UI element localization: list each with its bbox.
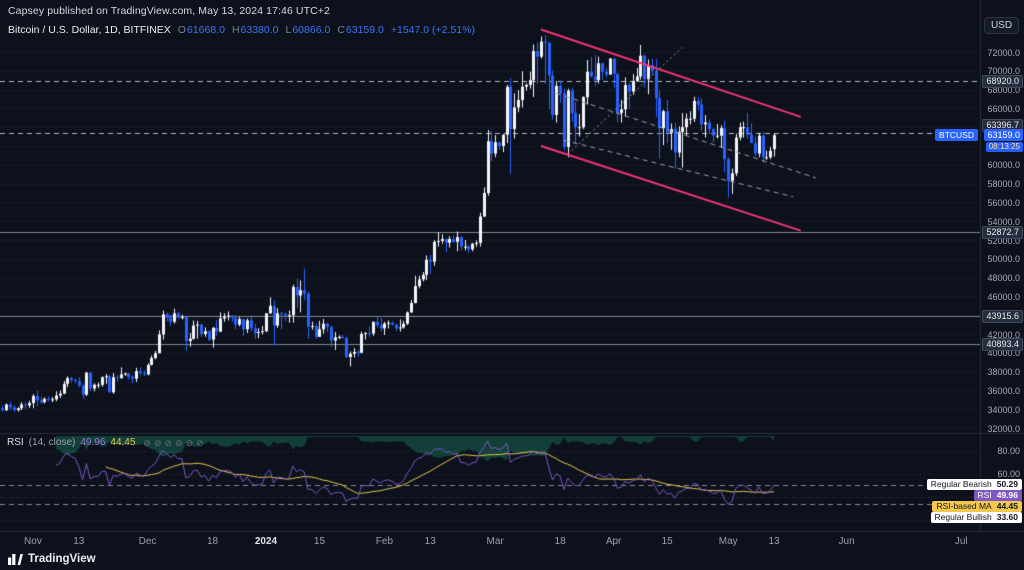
ohlc-high: H63380.0 [232, 24, 279, 36]
rsi-title[interactable]: RSI [7, 437, 24, 448]
ohlc-low: L60866.0 [286, 24, 331, 36]
ohlc-close-key: C [337, 24, 345, 36]
rsi-legend[interactable]: RSI (14, close) 49.96 44.45 ⊘ ⊘ ⊘ ⊘ ⊘ ⊘ [7, 437, 204, 448]
ohlc-low-value: 60866.0 [292, 24, 331, 36]
rsi-params: (14, close) [28, 437, 76, 448]
tradingview-logo[interactable]: TradingView [8, 553, 96, 565]
publish-attribution: Capsey published on TradingView.com, May… [8, 5, 330, 17]
ohlc-close-value: 63159.0 [345, 24, 384, 36]
ohlc-open-key: O [177, 24, 186, 36]
ohlc-high-key: H [231, 24, 240, 36]
rsi-status-icon[interactable]: ⊘ [164, 437, 173, 448]
change-value: +1547.0 (+2.51%) [390, 24, 475, 36]
ohlc-high-value: 63380.0 [240, 24, 279, 36]
rsi-status-icon[interactable]: ⊘ [175, 437, 183, 448]
rsi-status-icon[interactable]: ⊘ [185, 437, 194, 448]
ohlc-close: C63159.0 [337, 24, 384, 36]
rsi-legend-icons: ⊘ ⊘ ⊘ ⊘ ⊘ ⊘ [143, 438, 203, 448]
currency-toggle-button[interactable]: USD [984, 17, 1019, 34]
tradingview-logo-icon [8, 553, 23, 565]
rsi-value: 49.96 [80, 437, 106, 448]
symbol-legend[interactable]: Bitcoin / U.S. Dollar, 1D, BITFINEX O616… [8, 24, 475, 36]
rsi-status-icon[interactable]: ⊘ [153, 437, 162, 448]
ohlc-open-value: 61668.0 [186, 24, 225, 36]
rsi-ma-value: 44.45 [110, 437, 136, 448]
ohlc-low-key: L [285, 24, 292, 36]
ohlc-open: O61668.0 [178, 24, 225, 36]
rsi-status-icon[interactable]: ⊘ [143, 437, 151, 448]
rsi-status-icon[interactable]: ⊘ [196, 437, 204, 448]
tradingview-logo-text: TradingView [28, 553, 96, 565]
symbol-title[interactable]: Bitcoin / U.S. Dollar, 1D, BITFINEX [8, 24, 171, 36]
